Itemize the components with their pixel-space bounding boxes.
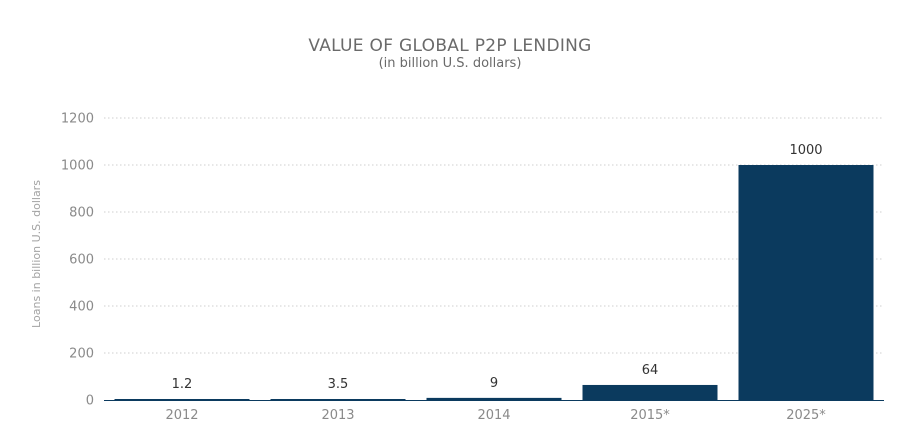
x-tick-label: 2012 bbox=[165, 408, 198, 423]
data-label: 3.5 bbox=[328, 377, 349, 392]
bar bbox=[270, 399, 406, 400]
data-label: 1.2 bbox=[172, 377, 193, 392]
x-axis-ticks: 2012 2013 2014 2015* 2025* bbox=[165, 408, 826, 423]
y-tick-label: 800 bbox=[69, 206, 94, 221]
data-labels: 1.2 3.5 9 64 1000 bbox=[172, 143, 823, 392]
x-tick-label: 2013 bbox=[321, 408, 354, 423]
chart-subtitle: (in billion U.S. dollars) bbox=[378, 56, 522, 71]
data-label: 1000 bbox=[789, 143, 822, 158]
y-tick-label: 200 bbox=[69, 347, 94, 362]
y-axis-ticks: 0 200 400 600 800 1000 1200 bbox=[61, 112, 94, 409]
x-tick-label: 2015* bbox=[630, 408, 670, 423]
bar bbox=[738, 165, 874, 400]
chart-title: VALUE OF GLOBAL P2P LENDING bbox=[308, 36, 592, 56]
y-axis-label: Loans in billion U.S. dollars bbox=[30, 180, 43, 328]
data-label: 9 bbox=[490, 376, 498, 391]
y-tick-label: 0 bbox=[86, 394, 94, 409]
y-tick-label: 1200 bbox=[61, 112, 94, 127]
y-tick-label: 400 bbox=[69, 300, 94, 315]
bar bbox=[114, 399, 250, 400]
bar bbox=[582, 384, 718, 400]
bars bbox=[114, 165, 874, 400]
data-label: 64 bbox=[642, 363, 659, 378]
y-tick-label: 1000 bbox=[61, 159, 94, 174]
x-tick-label: 2025* bbox=[786, 408, 826, 423]
x-tick-label: 2014 bbox=[477, 408, 510, 423]
bar bbox=[426, 397, 562, 400]
y-tick-label: 600 bbox=[69, 253, 94, 268]
